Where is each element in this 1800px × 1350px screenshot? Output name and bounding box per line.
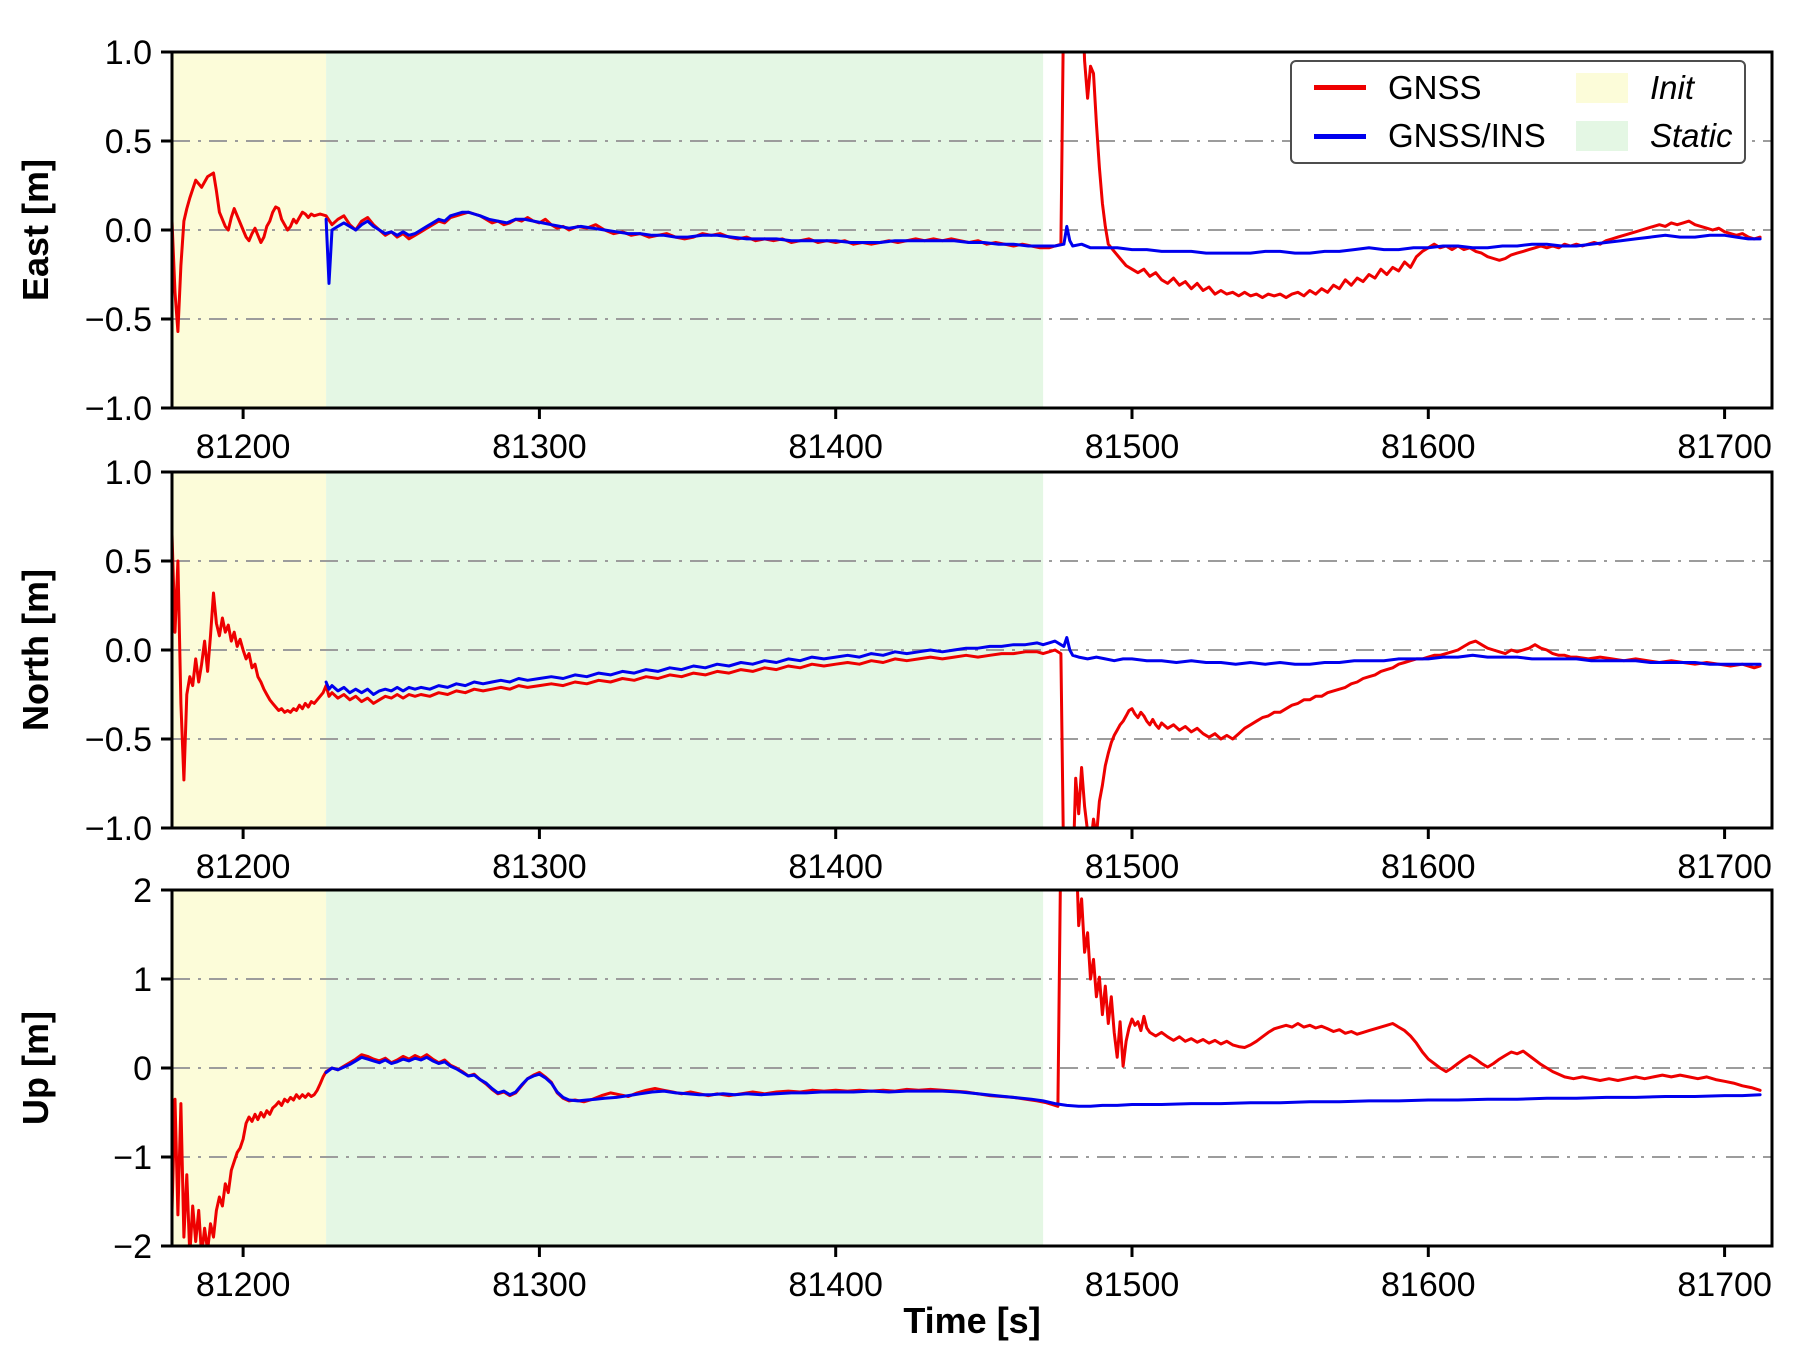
svg-text:81200: 81200 xyxy=(196,1266,291,1304)
legend-item-static: Static xyxy=(1576,113,1733,159)
legend-item-gnss-ins: GNSS/INS xyxy=(1314,113,1576,159)
legend-box: GNSS GNSS/INS Init Static xyxy=(1290,60,1746,164)
svg-text:81400: 81400 xyxy=(788,428,883,466)
east-axis-label: East [m] xyxy=(15,158,56,302)
svg-text:81700: 81700 xyxy=(1677,848,1772,886)
svg-text:81600: 81600 xyxy=(1381,1266,1476,1304)
svg-text:1.0: 1.0 xyxy=(105,34,152,72)
up-axis-label: Up [m] xyxy=(15,1011,56,1125)
svg-text:1.0: 1.0 xyxy=(105,454,152,492)
svg-text:81300: 81300 xyxy=(492,848,587,886)
svg-text:81700: 81700 xyxy=(1677,1266,1772,1304)
gnss-line-sample xyxy=(1314,85,1366,91)
svg-text:−0.5: −0.5 xyxy=(85,721,152,759)
svg-text:81600: 81600 xyxy=(1381,428,1476,466)
gnssins-line-sample xyxy=(1314,133,1366,139)
svg-text:−2: −2 xyxy=(113,1228,152,1266)
svg-text:81500: 81500 xyxy=(1085,428,1180,466)
svg-text:−1: −1 xyxy=(113,1139,152,1177)
time-axis-label: Time [s] xyxy=(903,1300,1041,1341)
legend-item-init: Init xyxy=(1576,65,1733,111)
svg-text:81600: 81600 xyxy=(1381,848,1476,886)
legend-label-init: Init xyxy=(1650,68,1695,106)
svg-text:0.0: 0.0 xyxy=(105,632,152,670)
svg-text:0.0: 0.0 xyxy=(105,212,152,250)
svg-text:81700: 81700 xyxy=(1677,428,1772,466)
svg-text:81400: 81400 xyxy=(788,1266,883,1304)
svg-text:0.5: 0.5 xyxy=(105,543,152,581)
north-axis-label: North [m] xyxy=(15,569,56,731)
svg-text:81200: 81200 xyxy=(196,428,291,466)
svg-text:81300: 81300 xyxy=(492,428,587,466)
init-patch-sample xyxy=(1576,72,1628,103)
svg-text:0: 0 xyxy=(133,1050,152,1088)
svg-text:0.5: 0.5 xyxy=(105,123,152,161)
legend-lines-column: GNSS GNSS/INS xyxy=(1314,62,1576,162)
legend-label-static: Static xyxy=(1650,117,1733,155)
svg-text:−0.5: −0.5 xyxy=(85,301,152,339)
svg-text:−1.0: −1.0 xyxy=(85,810,152,848)
svg-text:2: 2 xyxy=(133,872,152,910)
svg-text:81300: 81300 xyxy=(492,1266,587,1304)
svg-text:81400: 81400 xyxy=(788,848,883,886)
svg-text:−1.0: −1.0 xyxy=(85,390,152,428)
legend-item-gnss: GNSS xyxy=(1314,65,1576,111)
svg-text:81500: 81500 xyxy=(1085,1266,1180,1304)
svg-text:81200: 81200 xyxy=(196,848,291,886)
legend-patches-column: Init Static xyxy=(1576,62,1733,162)
svg-text:1: 1 xyxy=(133,961,152,999)
svg-text:81500: 81500 xyxy=(1085,848,1180,886)
static-patch-sample xyxy=(1576,121,1628,152)
legend-label-gnss-ins: GNSS/INS xyxy=(1388,117,1546,155)
legend-label-gnss: GNSS xyxy=(1388,68,1482,106)
